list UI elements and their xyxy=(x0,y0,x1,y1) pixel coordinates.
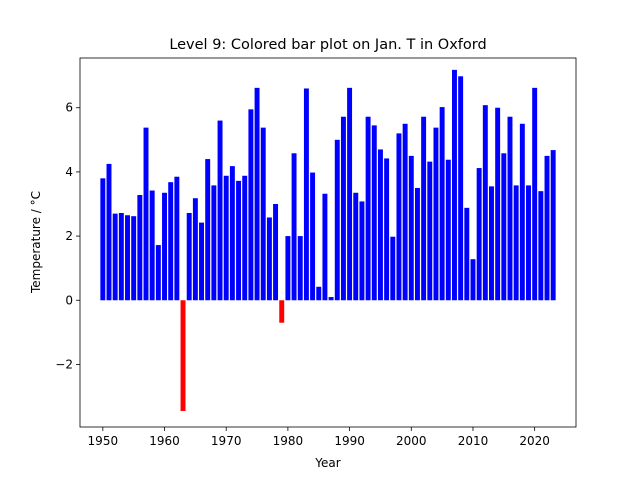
bar-1975 xyxy=(254,87,260,301)
bar-1953 xyxy=(118,212,124,301)
bar-1964 xyxy=(186,212,192,301)
bar-2020 xyxy=(532,87,538,301)
y-tick-label-0: 0 xyxy=(65,293,73,307)
bar-1990 xyxy=(347,87,353,301)
bar-1965 xyxy=(192,198,198,301)
bar-2009 xyxy=(464,207,470,301)
bar-1970 xyxy=(223,175,229,301)
x-tick-label-1980: 1980 xyxy=(273,434,304,448)
bar-1977 xyxy=(266,217,272,301)
bar-1972 xyxy=(236,180,242,301)
y-tick-label-4: 4 xyxy=(65,165,73,179)
bar-1963 xyxy=(180,300,186,411)
axes-group: 1950 1960 1970 1980 1990 2000 2010 2020 −2 0 2 4 6 xyxy=(55,57,577,448)
bar-2021 xyxy=(538,191,544,301)
bar-2017 xyxy=(513,185,519,301)
bar-1968 xyxy=(211,185,217,301)
bar-1992 xyxy=(359,201,365,301)
plot-frame xyxy=(79,57,577,428)
x-tick-label-1950: 1950 xyxy=(88,434,119,448)
x-tick-label-1970: 1970 xyxy=(211,434,242,448)
bar-1952 xyxy=(112,213,118,301)
bar-1950 xyxy=(100,178,106,301)
bar-2010 xyxy=(470,259,476,301)
x-tick-label-2010: 2010 xyxy=(458,434,489,448)
bar-2002 xyxy=(421,116,427,301)
x-tick-label-1990: 1990 xyxy=(334,434,365,448)
x-tick-label-2000: 2000 xyxy=(396,434,427,448)
bar-1960 xyxy=(162,192,167,301)
bar-2016 xyxy=(507,116,513,301)
bar-1976 xyxy=(260,127,266,301)
bar-2014 xyxy=(495,107,501,301)
bar-2007 xyxy=(452,69,457,301)
bar-1954 xyxy=(125,215,130,301)
bar-1957 xyxy=(143,127,149,301)
bar-1993 xyxy=(365,116,371,301)
bar-1955 xyxy=(131,216,137,301)
bar-1997 xyxy=(390,236,396,301)
bar-2018 xyxy=(519,123,525,301)
bar-2023 xyxy=(550,150,556,301)
bar-1988 xyxy=(334,139,340,301)
bar-1989 xyxy=(340,116,346,301)
bar-2013 xyxy=(489,186,494,301)
bar-2000 xyxy=(408,155,414,301)
bar-2004 xyxy=(433,127,439,301)
bar-1987 xyxy=(328,297,334,301)
bar-1959 xyxy=(155,245,161,301)
bar-1969 xyxy=(217,120,223,301)
bar-1991 xyxy=(353,192,359,301)
bar-2008 xyxy=(458,76,464,301)
bar-1998 xyxy=(396,133,402,301)
bar-2003 xyxy=(427,161,433,301)
bar-1961 xyxy=(168,182,174,301)
bar-1956 xyxy=(137,195,143,301)
y-tick-label--2: −2 xyxy=(55,357,73,371)
bar-1986 xyxy=(322,193,328,301)
bar-1962 xyxy=(174,176,180,301)
bar-1982 xyxy=(297,236,303,301)
bar-2012 xyxy=(482,105,488,301)
bar-1999 xyxy=(402,123,408,301)
bar-1983 xyxy=(303,88,309,301)
bar-1978 xyxy=(273,204,279,301)
bar-1967 xyxy=(205,159,211,301)
bar-2019 xyxy=(526,185,531,301)
bar-1996 xyxy=(384,158,390,301)
bar-2005 xyxy=(439,107,445,301)
x-axis-label: Year xyxy=(314,456,340,470)
bar-1984 xyxy=(310,172,316,301)
bar-1985 xyxy=(316,286,322,301)
bar-2001 xyxy=(414,187,420,301)
bar-2022 xyxy=(544,155,550,301)
bar-2006 xyxy=(445,159,451,301)
x-tick-label-2020: 2020 xyxy=(519,434,550,448)
bar-1979 xyxy=(279,300,285,323)
bar-1974 xyxy=(248,109,254,301)
bar-1951 xyxy=(106,163,112,301)
bar-1980 xyxy=(285,236,291,301)
bar-2015 xyxy=(501,153,507,301)
bar-1958 xyxy=(149,190,155,301)
y-tick-label-6: 6 xyxy=(65,101,73,115)
bar-1994 xyxy=(371,125,377,301)
bar-2011 xyxy=(476,168,482,301)
bar-1966 xyxy=(199,222,204,301)
bar-1971 xyxy=(229,166,235,301)
x-tick-label-1960: 1960 xyxy=(149,434,180,448)
bar-1981 xyxy=(291,153,297,301)
y-axis-label: Temperature / °C xyxy=(29,191,43,294)
bars-group xyxy=(100,69,556,411)
bar-1973 xyxy=(242,175,248,301)
bar-1995 xyxy=(377,149,383,301)
y-tick-label-2: 2 xyxy=(65,229,73,243)
chart-title: Level 9: Colored bar plot on Jan. T in O… xyxy=(169,37,486,53)
